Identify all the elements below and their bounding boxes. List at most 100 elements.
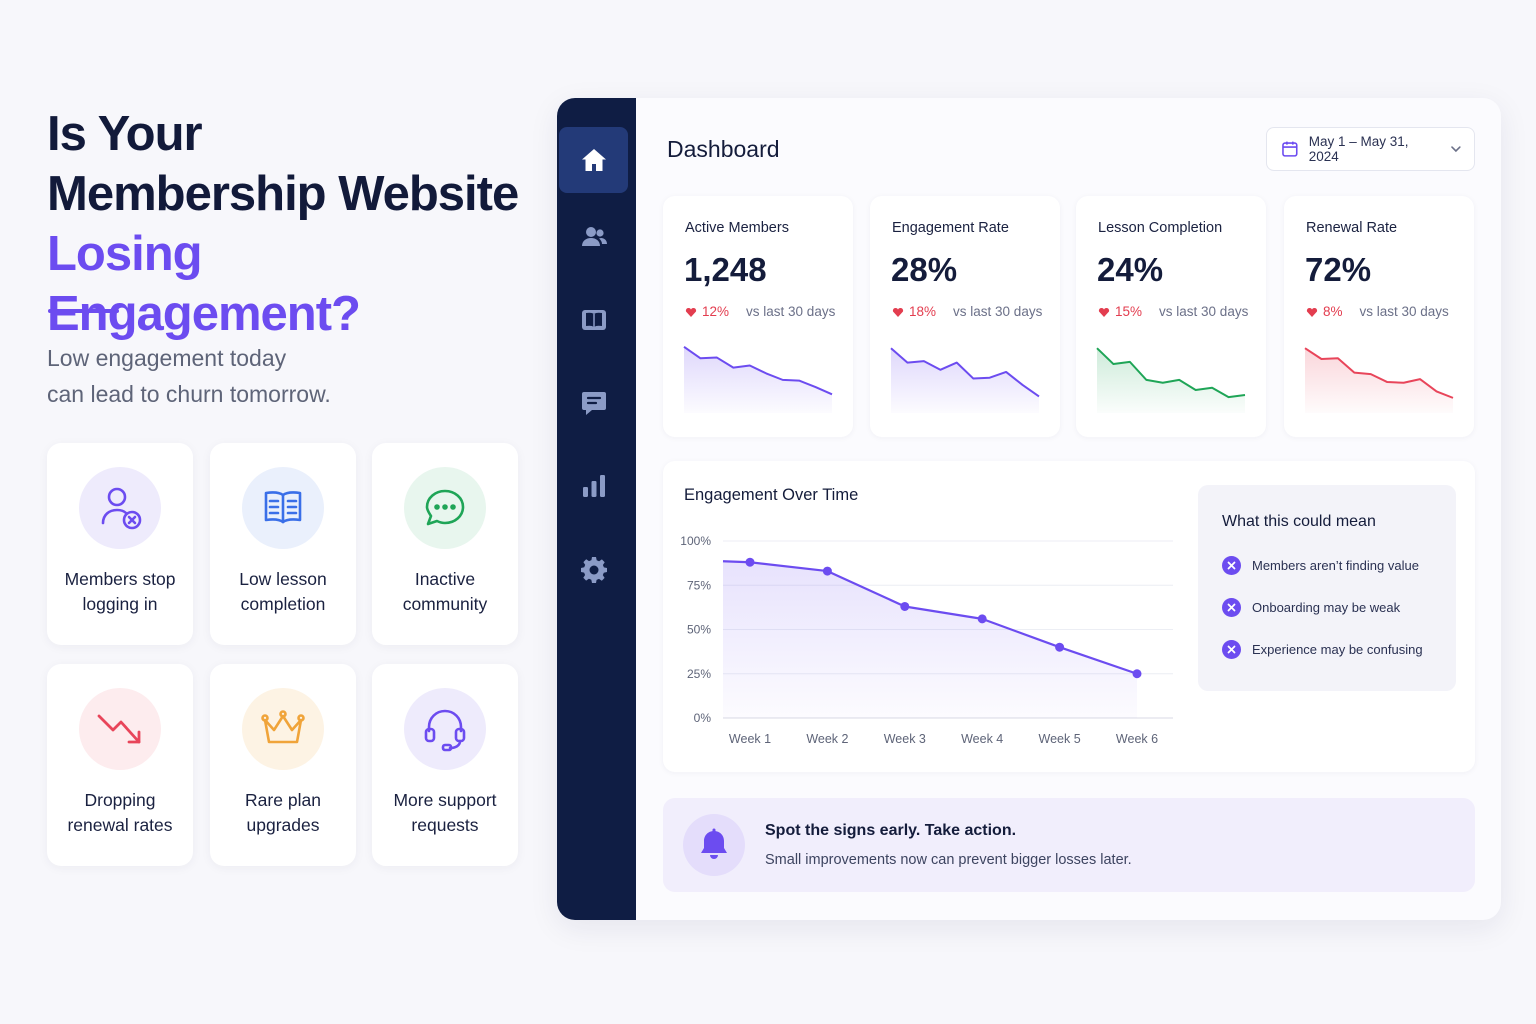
data-point	[822, 566, 832, 576]
sign-card-label-line-2: logging in	[82, 594, 158, 614]
data-point	[1055, 642, 1065, 652]
sign-card-label: Low lesson completion	[239, 567, 327, 617]
x-tick-label: Week 2	[806, 732, 848, 746]
sidebar-item-messages[interactable]	[559, 370, 628, 436]
y-tick-label: 100%	[680, 534, 711, 548]
calendar-icon	[1282, 141, 1298, 157]
y-tick-label: 0%	[694, 711, 712, 725]
y-tick-label: 50%	[687, 623, 711, 637]
sign-card-label: Inactive community	[403, 567, 488, 617]
x-circle-icon	[1222, 640, 1241, 659]
arrow-down-heart-icon	[1306, 307, 1318, 317]
page-title: Dashboard	[667, 136, 780, 162]
subtext-line-2: can lead to churn tomorrow.	[47, 381, 331, 407]
messages-icon	[581, 392, 606, 415]
trend-down-icon	[97, 714, 141, 744]
data-point	[900, 601, 910, 611]
meaning-item-text: Members aren’t finding value	[1252, 558, 1419, 573]
sign-icon-circle	[242, 467, 324, 549]
kpi-compare-label: vs last 30 days	[1159, 304, 1249, 319]
series-area	[723, 562, 1137, 718]
kpi-card-active-members[interactable]: Active Members 1,248 12% vs last 30 days	[663, 196, 853, 437]
sparkline-line	[1096, 347, 1246, 399]
call-to-action-banner: Spot the signs early. Take action. Small…	[663, 798, 1475, 892]
sparkline-area	[1305, 348, 1453, 413]
kpi-value: 24%	[1097, 251, 1164, 288]
sidebar-item-analytics[interactable]	[559, 453, 628, 519]
meaning-item: Onboarding may be weak	[1222, 598, 1400, 617]
y-tick-label: 25%	[687, 667, 711, 681]
data-point	[1132, 669, 1142, 679]
data-point	[977, 614, 987, 624]
headline-line-3: Losing Engagement?	[47, 227, 361, 341]
sign-card-label-line-1: Inactive	[414, 569, 476, 589]
analytics-icon	[582, 475, 605, 497]
x-tick-label: Week 5	[1039, 732, 1081, 746]
users-icon	[581, 227, 607, 246]
sign-card-low-lesson-completion: Low lesson completion	[210, 443, 356, 645]
sign-card-label-line-2: renewal rates	[67, 815, 173, 835]
sidebar-item-courses[interactable]	[559, 287, 628, 353]
kpi-card-lesson-completion[interactable]: Lesson Completion 24% 15% vs last 30 day…	[1076, 196, 1266, 437]
x-tick-label: Week 3	[884, 732, 926, 746]
sign-card-more-support-requests: More support requests	[372, 664, 518, 866]
sign-card-label-line-1: Members stop	[64, 569, 176, 589]
bell-icon-circle	[683, 814, 745, 876]
sidebar-item-members[interactable]	[559, 204, 628, 270]
kpi-sparkline	[1096, 347, 1246, 413]
sign-card-label-line-1: Dropping	[84, 790, 156, 810]
kpi-title: Engagement Rate	[892, 220, 1009, 236]
headline-divider	[48, 309, 119, 313]
sidebar-item-home[interactable]	[559, 127, 628, 193]
arrow-down-heart-icon	[892, 307, 904, 317]
kpi-value: 28%	[891, 251, 958, 288]
sign-card-label: Members stop logging in	[65, 567, 176, 617]
sign-card-label-line-2: requests	[411, 815, 479, 835]
kpi-delta-value: 15%	[1115, 304, 1143, 319]
meaning-panel: What this could mean Members aren’t find…	[1198, 485, 1456, 691]
sign-icon-circle	[404, 688, 486, 770]
courses-icon	[581, 310, 606, 330]
bell-icon	[701, 828, 727, 859]
data-point	[745, 557, 755, 567]
kpi-compare-label: vs last 30 days	[746, 304, 836, 319]
sign-card-label-line-1: More support	[393, 790, 497, 810]
sign-card-label-line-2: community	[402, 594, 488, 614]
sparkline-area	[684, 346, 832, 413]
hero-subtext: Low engagement today can lead to churn t…	[47, 340, 331, 412]
kpi-title: Renewal Rate	[1306, 220, 1398, 236]
sign-icon-circle	[404, 467, 486, 549]
headset-icon	[424, 709, 466, 752]
kpi-delta: 12% vs last 30 days	[685, 304, 835, 319]
meaning-item: Experience may be confusing	[1222, 640, 1423, 659]
kpi-delta: 18% vs last 30 days	[892, 304, 1042, 319]
sign-card-rare-plan-upgrades: Rare plan upgrades	[210, 664, 356, 866]
engagement-line-chart: 100% 75% 50% 25% 0% Week 1 Week 2 Week 3 Week 4 W…	[680, 534, 1173, 746]
kpi-card-renewal-rate[interactable]: Renewal Rate 72% 8% vs last 30 days	[1284, 196, 1474, 437]
crown-icon	[261, 710, 305, 744]
sign-card-label: Dropping renewal rates	[67, 788, 172, 838]
kpi-sparkline	[683, 345, 833, 413]
headline-line-2: Membership Website	[47, 167, 519, 221]
sign-card-inactive-community: Inactive community	[372, 443, 518, 645]
chat-bubble-icon	[425, 489, 465, 526]
sign-icon-circle	[79, 467, 161, 549]
kpi-card-engagement-rate[interactable]: Engagement Rate 28% 18% vs last 30 days	[870, 196, 1060, 437]
meaning-item-text: Onboarding may be weak	[1252, 600, 1401, 615]
dashboard-panel: Dashboard May 1 – May 31, 2024 Active Me…	[557, 98, 1501, 920]
cta-title: Spot the signs early. Take action.	[765, 822, 1017, 839]
settings-icon	[580, 557, 607, 583]
kpi-compare-label: vs last 30 days	[953, 304, 1043, 319]
sparkline-line	[683, 345, 833, 396]
sign-card-label-line-1: Low lesson	[239, 569, 327, 589]
user-x-icon	[101, 487, 142, 530]
sparkline-area	[1097, 348, 1245, 413]
kpi-sparkline	[1304, 347, 1454, 413]
date-range-picker[interactable]: May 1 – May 31, 2024	[1266, 127, 1475, 171]
x-tick-label: Week 4	[961, 732, 1003, 746]
sign-card-label: Rare plan upgrades	[245, 788, 321, 838]
sidebar-item-settings[interactable]	[559, 536, 628, 602]
arrow-down-heart-icon	[1098, 307, 1110, 317]
sparkline-line	[890, 347, 1040, 398]
kpi-value: 72%	[1305, 251, 1372, 288]
